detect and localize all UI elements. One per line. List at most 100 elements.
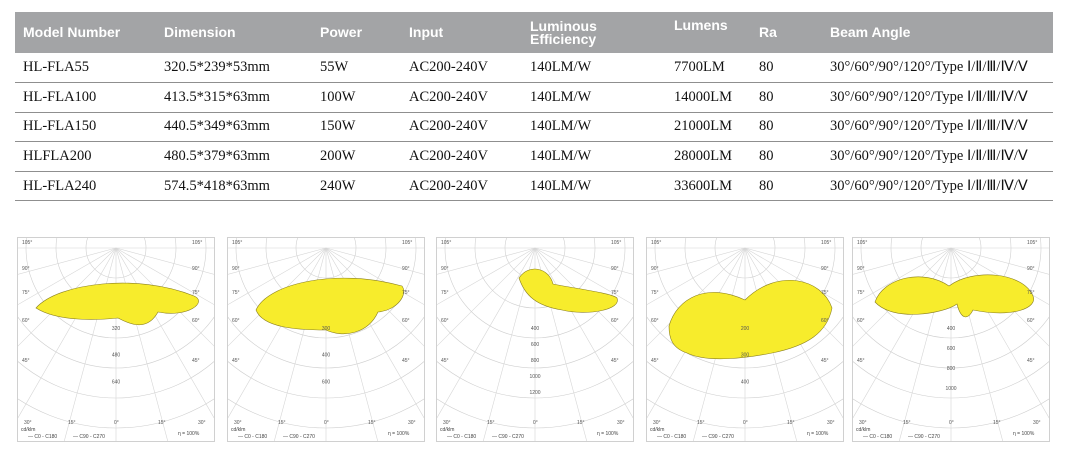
grid-spoke bbox=[437, 247, 536, 275]
cell-lumens: 28000LM bbox=[674, 148, 732, 165]
grid-spoke bbox=[437, 247, 536, 419]
angle-label: 105° bbox=[1027, 240, 1037, 246]
radial-value-label: 1000 bbox=[945, 386, 956, 392]
cell-beam-angle: 30°/60°/90°/120°/Type Ⅰ/Ⅱ/Ⅲ/Ⅳ/Ⅴ bbox=[830, 88, 1028, 105]
grid-spoke bbox=[744, 247, 843, 305]
cell-ra: 80 bbox=[759, 59, 774, 76]
radial-value-label: 200 bbox=[741, 326, 750, 332]
grid-spoke bbox=[228, 247, 327, 275]
grid-spoke bbox=[18, 247, 117, 347]
angle-label: 15° bbox=[697, 420, 705, 426]
light-distribution-curve bbox=[668, 279, 833, 360]
angle-label: 105° bbox=[821, 240, 831, 246]
angle-label: 45° bbox=[821, 358, 829, 364]
polar-grid: 105° 105° 90° 90° 75° 75° 60° 60° 45° 45° 30° 15° 0°… bbox=[853, 238, 1049, 441]
grid-spoke bbox=[18, 247, 117, 305]
grid-spoke bbox=[228, 247, 327, 347]
angle-label: 0° bbox=[743, 420, 748, 426]
angle-label: 30° bbox=[859, 420, 867, 426]
angle-label: 30° bbox=[827, 420, 835, 426]
cell-dimension: 440.5*349*63mm bbox=[164, 118, 270, 135]
unit-label: cd/klm bbox=[21, 427, 35, 433]
angle-label: 75° bbox=[651, 290, 659, 296]
angle-label: 60° bbox=[441, 318, 449, 324]
angle-label: 75° bbox=[821, 290, 829, 296]
grid-spoke bbox=[744, 247, 843, 275]
grid-spoke bbox=[63, 247, 117, 441]
cell-model-number: HLFLA200 bbox=[23, 148, 92, 165]
angle-label: 90° bbox=[1027, 266, 1035, 272]
angle-label: 15° bbox=[68, 420, 76, 426]
angle-label: 75° bbox=[857, 290, 865, 296]
angle-label: 90° bbox=[232, 266, 240, 272]
cell-dimension: 480.5*379*63mm bbox=[164, 148, 270, 165]
angle-label: 90° bbox=[22, 266, 30, 272]
angle-label: 15° bbox=[903, 420, 911, 426]
grid-spoke bbox=[647, 247, 746, 305]
angle-label: 105° bbox=[611, 240, 621, 246]
polar-plot-5: 105° 105° 90° 90° 75° 75° 60° 60° 45° 45° 30° 15° 0°… bbox=[852, 237, 1050, 442]
angle-label: 45° bbox=[232, 358, 240, 364]
grid-spoke bbox=[228, 247, 327, 305]
grid-spoke bbox=[325, 247, 424, 305]
header-model-number: Model Number bbox=[23, 24, 121, 40]
cell-beam-angle: 30°/60°/90°/120°/Type Ⅰ/Ⅱ/Ⅲ/Ⅳ/Ⅴ bbox=[830, 148, 1028, 165]
cell-beam-angle: 30°/60°/90°/120°/Type Ⅰ/Ⅱ/Ⅲ/Ⅳ/Ⅴ bbox=[830, 59, 1028, 76]
radial-value-label: 320 bbox=[112, 326, 121, 332]
angle-label: 30° bbox=[617, 420, 625, 426]
angle-label: 30° bbox=[198, 420, 206, 426]
grid-spoke bbox=[534, 247, 633, 419]
grid-spoke bbox=[534, 247, 633, 275]
unit-label: cd/klm bbox=[856, 427, 870, 433]
light-distribution-curve bbox=[874, 274, 1034, 318]
cell-beam-angle: 30°/60°/90°/120°/Type Ⅰ/Ⅱ/Ⅲ/Ⅳ/Ⅴ bbox=[830, 177, 1028, 194]
light-distribution-curve bbox=[255, 277, 404, 335]
angle-label: 75° bbox=[192, 290, 200, 296]
cell-beam-angle: 30°/60°/90°/120°/Type Ⅰ/Ⅱ/Ⅲ/Ⅳ/Ⅴ bbox=[830, 118, 1028, 135]
cell-power: 240W bbox=[320, 177, 356, 194]
cell-ra: 80 bbox=[759, 148, 774, 165]
angle-label: 60° bbox=[402, 318, 410, 324]
polar-grid: 105° 105° 90° 90° 75° 75° 60° 60° 45° 45° 30° 15° 0°… bbox=[228, 238, 424, 441]
radial-value-label: 400 bbox=[322, 353, 331, 359]
cell-model-number: HL-FLA240 bbox=[23, 177, 97, 194]
radial-value-label: 300 bbox=[322, 326, 331, 332]
angle-label: 105° bbox=[192, 240, 202, 246]
cell-luminous-efficiency: 140LM/W bbox=[530, 148, 592, 165]
cell-luminous-efficiency: 140LM/W bbox=[530, 177, 592, 194]
cell-lumens: 7700LM bbox=[674, 59, 725, 76]
radial-value-label: 400 bbox=[741, 379, 750, 385]
radial-value-label: 640 bbox=[112, 379, 121, 385]
angle-label: 90° bbox=[611, 266, 619, 272]
header-power: Power bbox=[320, 24, 363, 40]
radial-value-label: 800 bbox=[947, 366, 956, 372]
grid-spoke bbox=[950, 247, 1049, 347]
polar-grid: 105° 105° 90° 90° 75° 75° 60° 60° 45° 45° 30° 15° 0°… bbox=[437, 238, 633, 441]
grid-spoke bbox=[950, 247, 1049, 419]
cell-input: AC200-240V bbox=[409, 118, 488, 135]
grid-spoke bbox=[18, 247, 117, 419]
angle-label: 45° bbox=[651, 358, 659, 364]
unit-label: cd/klm bbox=[231, 427, 245, 433]
legend-c0: — C0 - C180 bbox=[238, 434, 267, 440]
grid-spoke bbox=[115, 247, 214, 275]
angle-label: 45° bbox=[441, 358, 449, 364]
header-beam-angle: Beam Angle bbox=[830, 24, 911, 40]
polar-plot-3: 105° 105° 90° 90° 75° 75° 60° 60° 45° 45° 30° 15° 0°… bbox=[436, 237, 634, 442]
header-input: Input bbox=[409, 24, 444, 40]
cell-input: AC200-240V bbox=[409, 88, 488, 105]
angle-label: 60° bbox=[651, 318, 659, 324]
radial-value-label: 600 bbox=[322, 379, 331, 385]
header-dimension: Dimension bbox=[164, 24, 236, 40]
angle-label: 75° bbox=[611, 290, 619, 296]
header-luminous-efficiency: Luminous Efficiency bbox=[530, 17, 597, 47]
table-row: HL-FLA240 574.5*418*63mm 240W AC200-240V 140… bbox=[15, 171, 1053, 201]
header-ra: Ra bbox=[759, 24, 777, 40]
grid-spoke bbox=[325, 247, 424, 419]
angle-label: 105° bbox=[22, 240, 32, 246]
angle-label: 15° bbox=[278, 420, 286, 426]
cell-luminous-efficiency: 140LM/W bbox=[530, 88, 592, 105]
grid-spoke bbox=[853, 247, 952, 347]
table-row: HL-FLA55 320.5*239*53mm 55W AC200-240V 140LM… bbox=[15, 53, 1053, 83]
angle-label: 0° bbox=[949, 420, 954, 426]
